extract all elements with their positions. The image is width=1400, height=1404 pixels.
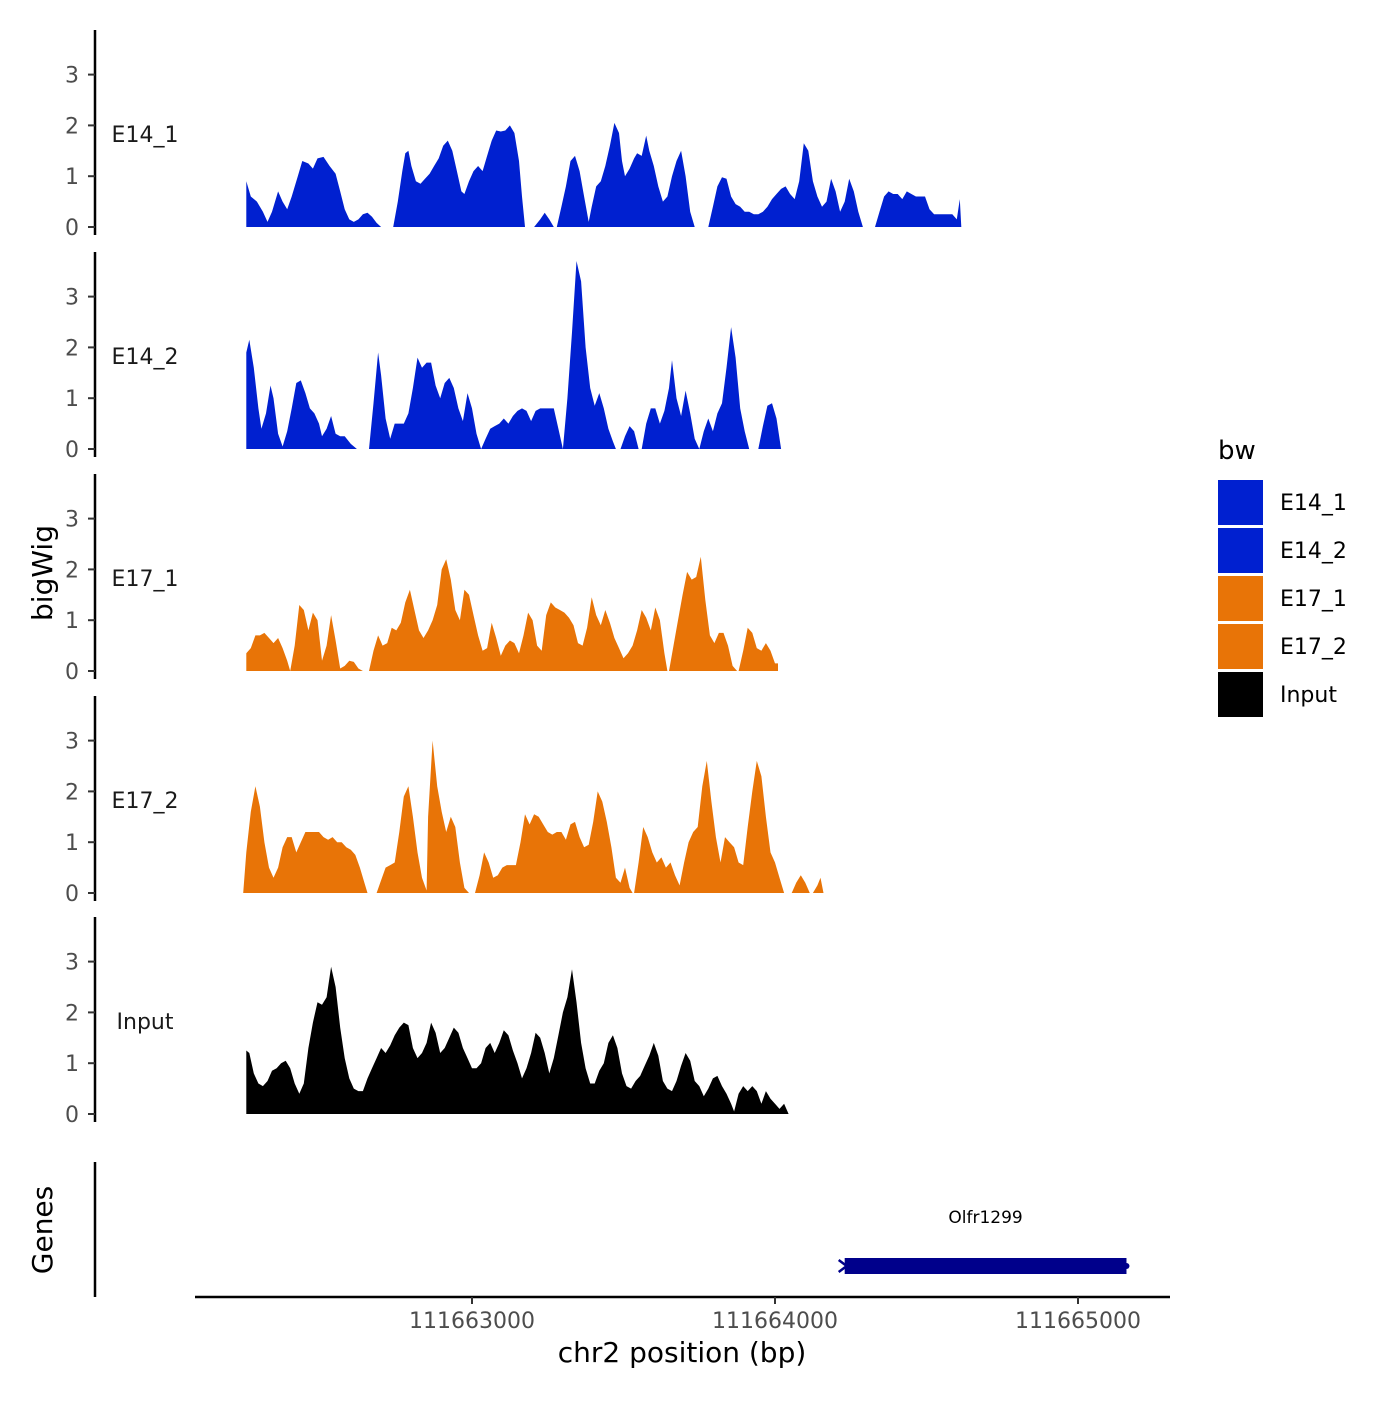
- x-axis: 111663000 111664000 111665000 chr2 positio…: [195, 1295, 1170, 1369]
- y-tick-label: 0: [65, 660, 79, 685]
- legend-swatch: [1218, 528, 1263, 573]
- gene-body: [844, 1258, 1127, 1274]
- y-tick-label: 1: [65, 387, 79, 412]
- y-tick-label: 3: [65, 730, 79, 755]
- signal-area-e14-1: [393, 125, 525, 227]
- track-panel-input: 0 1 2 3 Input: [65, 917, 789, 1128]
- y-axis-label: bigWig: [26, 525, 59, 621]
- gene-track-panel: Genes Olfr1299: [26, 1162, 1130, 1297]
- legend-items: E14_1 E14_2 E17_1 E17_2 Input: [1218, 480, 1347, 717]
- signal-area-e14-2: [620, 426, 639, 449]
- signal-area-e17-1: [669, 556, 738, 671]
- track-label: E14_2: [112, 345, 179, 370]
- legend-swatch: [1218, 576, 1263, 621]
- legend-label: E14_2: [1280, 539, 1347, 564]
- gene-strand-arrow: [837, 1259, 849, 1273]
- y-tick-label: 2: [65, 336, 79, 361]
- track-label: E14_1: [112, 123, 179, 148]
- y-tick-label: 1: [65, 609, 79, 634]
- legend-item-e17-2: E17_2: [1218, 624, 1347, 669]
- y-tick-label: 1: [65, 1052, 79, 1077]
- track-panel-e14-2: 0 1 2 3 E14_2: [65, 252, 782, 463]
- track-panel-e17-2: 0 1 2 3 E17_2: [65, 696, 824, 907]
- y-tick-label: 3: [65, 64, 79, 89]
- y-tick-label: 0: [65, 438, 79, 463]
- signal-area-e17-2: [634, 760, 785, 893]
- signal-area-e14-2: [758, 403, 782, 449]
- legend-swatch: [1218, 480, 1263, 525]
- y-tick-label: 1: [65, 831, 79, 856]
- legend-label: E17_2: [1280, 635, 1347, 660]
- x-tick-label: 111665000: [1015, 1309, 1141, 1334]
- legend-item-e14-2: E14_2: [1218, 528, 1347, 573]
- signal-area-e14-2: [641, 327, 750, 449]
- signal-area-e17-2: [791, 875, 810, 893]
- track-label: Input: [117, 1010, 174, 1035]
- legend-title: bw: [1218, 436, 1256, 466]
- y-tick-label: 3: [65, 508, 79, 533]
- gene-name-label: Olfr1299: [948, 1208, 1022, 1228]
- legend-label: Input: [1280, 683, 1337, 708]
- signal-area-e14-1: [534, 212, 554, 227]
- track-panel-e17-1: 0 1 2 3 E17_1: [65, 474, 778, 685]
- signal-area-e17-2: [376, 740, 469, 893]
- track-label: E17_1: [112, 567, 179, 592]
- signal-area-e17-1: [738, 627, 778, 671]
- y-tick-label: 2: [65, 558, 79, 583]
- legend-item-e17-1: E17_1: [1218, 576, 1347, 621]
- y-tick-label: 2: [65, 780, 79, 805]
- legend-swatch: [1218, 672, 1263, 717]
- legend-label: E14_1: [1280, 491, 1347, 516]
- signal-area-e14-2: [246, 339, 357, 449]
- track-panel-e14-1: 0 1 2 3 E14_1: [65, 30, 962, 241]
- signal-area-input: [246, 966, 789, 1114]
- signal-area-e17-1: [369, 559, 668, 671]
- x-axis-label: chr2 position (bp): [558, 1336, 807, 1369]
- legend-swatch: [1218, 624, 1263, 669]
- signal-area-e14-2: [562, 261, 616, 449]
- y-tick-label: 0: [65, 1103, 79, 1128]
- x-tick-label: 111663000: [409, 1309, 535, 1334]
- legend-item-e14-1: E14_1: [1218, 480, 1347, 525]
- signal-area-e17-1: [246, 605, 363, 671]
- signal-area-e17-2: [475, 791, 633, 893]
- gene-track-label: Genes: [26, 1186, 59, 1274]
- gene-end-marker: [1123, 1263, 1130, 1269]
- y-tick-label: 1: [65, 165, 79, 190]
- signal-area-e17-2: [812, 877, 824, 893]
- signal-area-e14-1: [875, 191, 962, 227]
- y-tick-label: 0: [65, 216, 79, 241]
- x-tick-label: 111664000: [712, 1309, 838, 1334]
- track-panels: 0 1 2 3 E14_1 0 1 2 3 E14_2 0 1 2 3 E17_1 0 1 2 3 E17_2 0 1 2 3…: [65, 30, 962, 1128]
- signal-area-e14-1: [708, 143, 863, 227]
- signal-area-e17-2: [243, 786, 368, 893]
- legend-item-input: Input: [1218, 672, 1337, 717]
- y-tick-label: 3: [65, 951, 79, 976]
- y-tick-label: 3: [65, 286, 79, 311]
- signal-area-e14-1: [556, 122, 695, 227]
- genes-layer: Olfr1299: [837, 1208, 1130, 1274]
- legend-label: E17_1: [1280, 587, 1347, 612]
- signal-area-e14-2: [369, 352, 563, 449]
- legend: bw E14_1 E14_2 E17_1 E17_2 Input: [1218, 436, 1347, 717]
- y-tick-label: 2: [65, 1001, 79, 1026]
- y-tick-label: 0: [65, 882, 79, 907]
- track-label: E17_2: [112, 789, 179, 814]
- x-ticks: 111663000 111664000 111665000: [409, 1297, 1141, 1334]
- y-tick-label: 2: [65, 114, 79, 139]
- signal-area-e14-1: [246, 156, 382, 227]
